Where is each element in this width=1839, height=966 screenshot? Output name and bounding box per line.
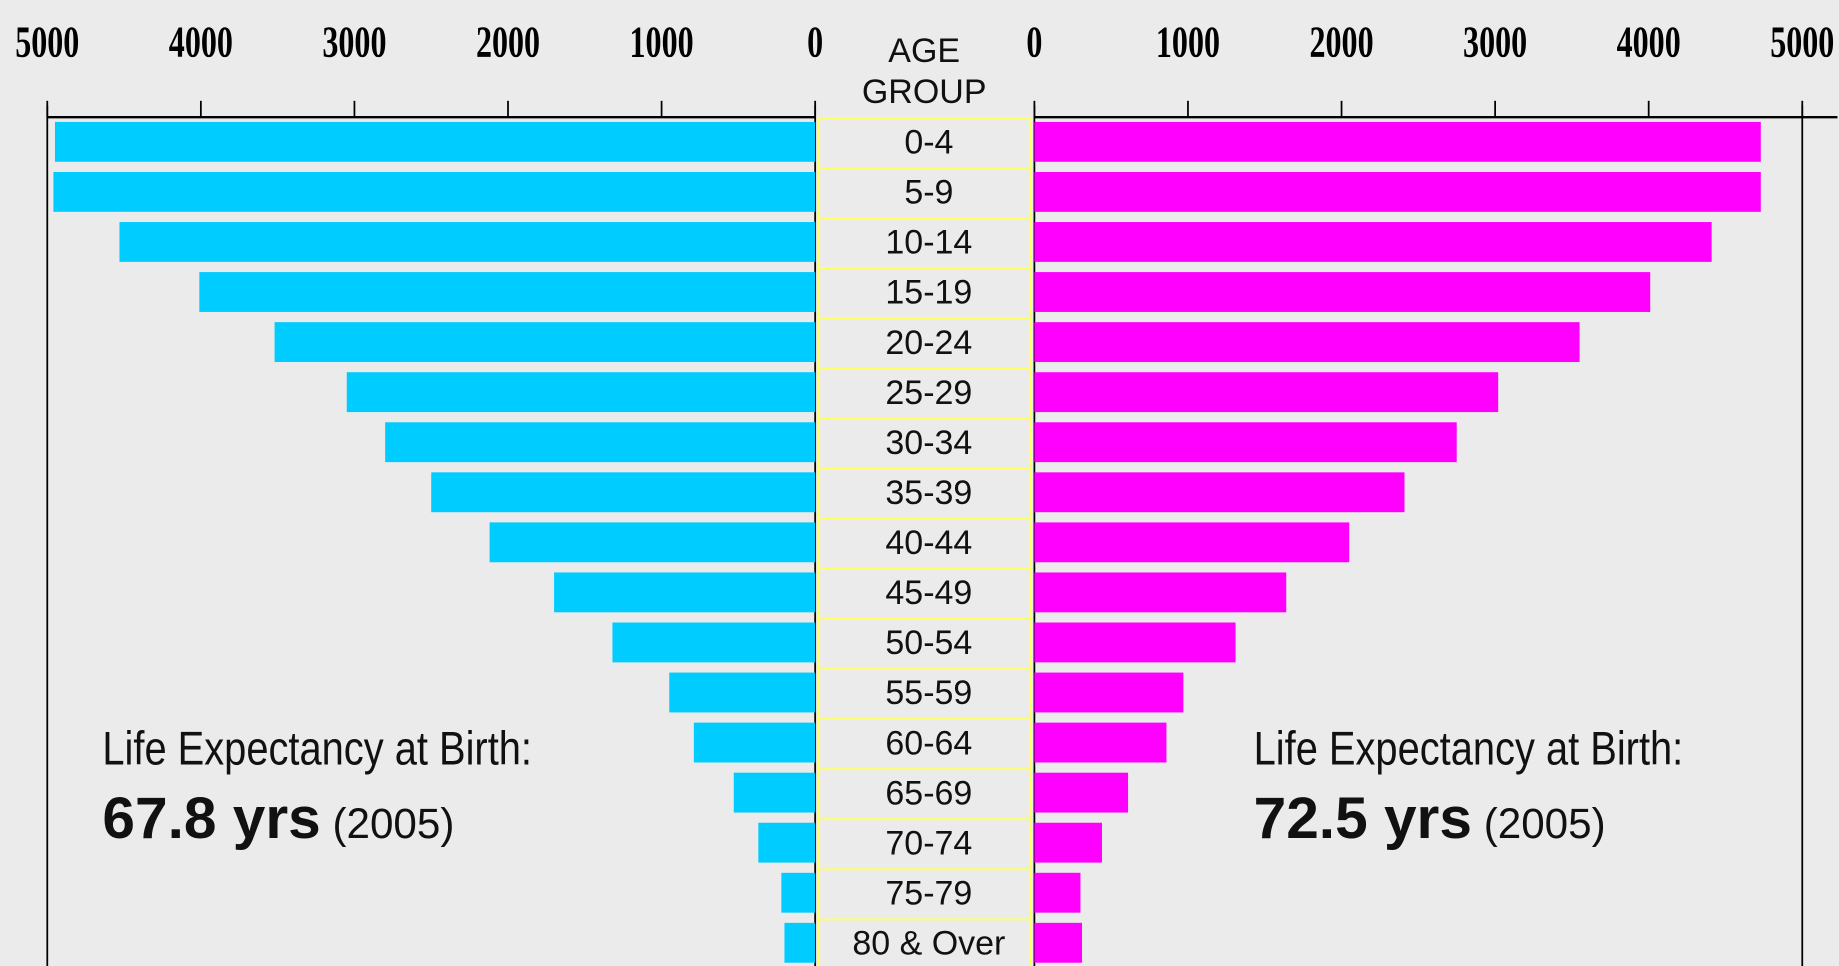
category-label: 30-34	[885, 424, 972, 462]
bar	[669, 672, 816, 713]
bar	[385, 422, 816, 463]
bar	[1034, 372, 1499, 413]
category-label: 20-24	[885, 324, 972, 362]
bar	[554, 572, 816, 613]
x-tick-label: 0	[1026, 17, 1042, 66]
bar	[781, 872, 816, 913]
category-label: 65-69	[885, 774, 972, 812]
center-label: AGE	[888, 32, 960, 70]
bar	[1034, 422, 1457, 463]
center-label: GROUP	[862, 73, 987, 111]
annotation-value: 72.5 yrs	[1254, 786, 1472, 851]
category-label: 75-79	[885, 874, 972, 912]
bar	[199, 272, 816, 312]
bar	[431, 472, 816, 513]
bar	[1034, 171, 1761, 212]
category-label: 60-64	[885, 724, 972, 762]
x-tick-label: 5000	[15, 17, 79, 66]
bar	[274, 322, 816, 363]
bar	[1034, 822, 1102, 863]
bar	[1034, 772, 1129, 813]
category-label: 10-14	[885, 224, 972, 262]
bar	[1034, 672, 1184, 713]
x-tick-label: 4000	[169, 17, 233, 66]
category-label: 80 & Over	[852, 925, 1005, 963]
bar	[733, 772, 816, 813]
x-tick-label: 4000	[1617, 17, 1681, 66]
bar	[758, 822, 816, 863]
category-label: 70-74	[885, 824, 972, 862]
x-tick-label: 5000	[1770, 17, 1834, 66]
x-tick-label: 1000	[1156, 17, 1220, 66]
bar	[1034, 722, 1167, 763]
annotation-value: 67.8 yrs	[102, 786, 320, 851]
category-label: 15-19	[885, 274, 972, 312]
x-tick-label: 2000	[476, 17, 540, 66]
bar	[612, 622, 816, 663]
bar	[119, 222, 816, 262]
bar	[693, 722, 816, 763]
bar	[784, 922, 816, 963]
bar	[54, 121, 816, 162]
annotation-year: (2005)	[332, 800, 454, 847]
x-tick-label: 2000	[1309, 17, 1373, 66]
x-tick-label: 3000	[322, 17, 386, 66]
age-cell	[817, 918, 1032, 966]
annotation: 67.8 yrs (2005)	[102, 786, 454, 851]
bar	[1034, 572, 1287, 613]
bar	[1034, 322, 1580, 363]
category-label: 25-29	[885, 374, 972, 412]
bar	[1034, 522, 1350, 563]
category-label: 55-59	[885, 674, 972, 712]
x-tick-label: 0	[807, 17, 823, 66]
category-label: 50-54	[885, 624, 972, 662]
annotation-heading: Life Expectancy at Birth:	[102, 723, 532, 775]
x-tick-label: 3000	[1463, 17, 1527, 66]
annotation-heading: Life Expectancy at Birth:	[1254, 723, 1684, 775]
bar	[53, 171, 816, 212]
bar	[489, 522, 816, 563]
category-label: 40-44	[885, 524, 972, 562]
bar	[346, 372, 816, 413]
bar	[1034, 622, 1236, 663]
category-label: 45-49	[885, 574, 972, 612]
bar	[1034, 472, 1405, 513]
category-label: 0-4	[904, 124, 953, 162]
bar	[1034, 922, 1082, 963]
category-label: 5-9	[904, 174, 953, 212]
category-label: 35-39	[885, 474, 972, 512]
bar	[1034, 222, 1712, 262]
bar	[1034, 272, 1651, 312]
bar	[1034, 872, 1081, 913]
annotation-year: (2005)	[1484, 800, 1606, 847]
bar	[1034, 121, 1761, 162]
annotation: 72.5 yrs (2005)	[1254, 786, 1606, 851]
x-tick-label: 1000	[630, 17, 694, 66]
